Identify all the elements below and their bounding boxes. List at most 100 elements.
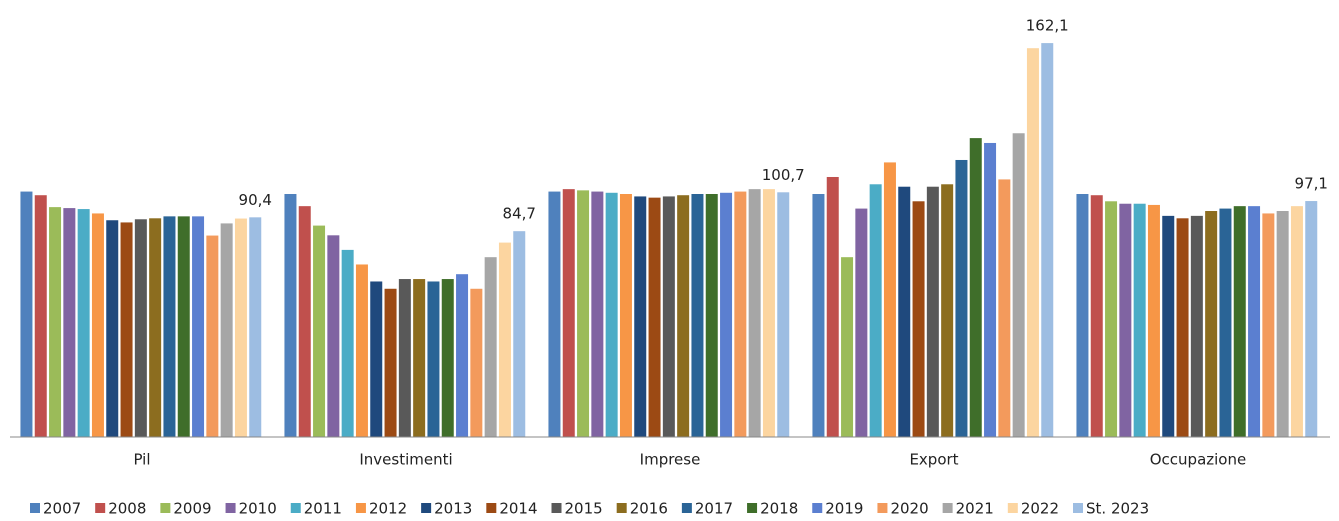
bar bbox=[220, 223, 233, 437]
bar bbox=[192, 216, 205, 437]
bar bbox=[1133, 203, 1146, 437]
bar bbox=[370, 281, 383, 437]
bar bbox=[313, 225, 326, 437]
legend-label: 2018 bbox=[760, 500, 798, 518]
legend-label: 2008 bbox=[108, 500, 146, 518]
legend-label: 2014 bbox=[499, 500, 537, 518]
bar bbox=[869, 184, 882, 437]
legend-label: St. 2023 bbox=[1086, 500, 1149, 518]
bar bbox=[498, 242, 511, 437]
legend-label: 2016 bbox=[630, 500, 668, 518]
bar bbox=[841, 257, 854, 437]
bar bbox=[677, 195, 690, 437]
legend-label: 2013 bbox=[434, 500, 472, 518]
x-tick-label: Imprese bbox=[640, 451, 701, 469]
bar bbox=[1290, 206, 1303, 437]
bar bbox=[926, 186, 939, 437]
bar bbox=[955, 159, 968, 438]
legend-label: 2010 bbox=[239, 500, 277, 518]
bar bbox=[163, 216, 176, 437]
legend-swatch bbox=[877, 503, 888, 513]
bar bbox=[398, 279, 411, 437]
bar bbox=[969, 138, 982, 438]
bar bbox=[720, 192, 733, 437]
bar bbox=[441, 279, 454, 437]
legend-label: 2019 bbox=[825, 500, 863, 518]
legend-label: 2011 bbox=[304, 500, 342, 518]
bar bbox=[120, 222, 133, 437]
bar bbox=[341, 249, 354, 437]
legend-swatch bbox=[747, 503, 758, 513]
bar bbox=[577, 190, 590, 437]
bar bbox=[1262, 213, 1275, 437]
bar bbox=[634, 196, 647, 437]
bar bbox=[1026, 48, 1039, 437]
bar bbox=[298, 206, 311, 437]
legend-label: 2022 bbox=[1021, 500, 1059, 518]
bar bbox=[912, 201, 925, 437]
legend-label: 2009 bbox=[173, 500, 211, 518]
bar bbox=[591, 191, 604, 437]
bar bbox=[484, 257, 497, 437]
bar bbox=[427, 281, 440, 437]
bar bbox=[998, 179, 1011, 438]
bar bbox=[456, 274, 469, 437]
legend-swatch bbox=[616, 503, 627, 513]
data-label: 90,4 bbox=[239, 191, 272, 209]
bar bbox=[284, 194, 297, 437]
bar bbox=[898, 186, 911, 437]
bar bbox=[734, 191, 747, 437]
bar bbox=[327, 235, 340, 437]
legend-label: 2015 bbox=[565, 500, 603, 518]
x-tick-label: Pil bbox=[133, 451, 150, 469]
bar bbox=[855, 208, 868, 437]
bar bbox=[1176, 218, 1189, 437]
bar bbox=[941, 184, 954, 437]
data-label: 100,7 bbox=[762, 166, 805, 184]
bar bbox=[1090, 195, 1103, 437]
bar bbox=[413, 279, 426, 437]
data-label: 84,7 bbox=[503, 205, 536, 223]
bar bbox=[1233, 206, 1246, 437]
bar bbox=[513, 231, 526, 437]
bar bbox=[77, 209, 90, 437]
legend-swatch bbox=[812, 503, 823, 513]
bar bbox=[762, 189, 775, 437]
legend-swatch bbox=[30, 503, 40, 513]
bar bbox=[384, 288, 397, 437]
bar bbox=[883, 162, 896, 437]
bar bbox=[1248, 206, 1261, 437]
bar bbox=[1119, 203, 1132, 437]
legend-swatch bbox=[355, 503, 366, 513]
bar bbox=[20, 191, 33, 437]
bar bbox=[648, 197, 661, 437]
bar bbox=[1219, 208, 1232, 437]
bar bbox=[1276, 211, 1289, 437]
legend-swatch bbox=[942, 503, 953, 513]
bar bbox=[177, 216, 190, 437]
bar bbox=[605, 192, 618, 437]
bar bbox=[826, 176, 839, 438]
data-label: 162,1 bbox=[1026, 17, 1069, 35]
bar bbox=[149, 218, 162, 437]
bar bbox=[470, 288, 483, 437]
legend-label: 2012 bbox=[369, 500, 407, 518]
bar bbox=[106, 220, 119, 437]
legend-swatch bbox=[1073, 503, 1083, 513]
data-label: 97,1 bbox=[1295, 175, 1328, 193]
bar bbox=[548, 191, 561, 437]
x-tick-label: Occupazione bbox=[1150, 451, 1246, 469]
bar bbox=[49, 207, 62, 437]
legend-label: 2007 bbox=[43, 500, 81, 518]
legend-swatch bbox=[1007, 503, 1018, 513]
bar bbox=[984, 142, 997, 437]
bar bbox=[619, 194, 632, 437]
bar bbox=[1041, 43, 1054, 438]
bar bbox=[1190, 215, 1203, 437]
bar bbox=[91, 213, 104, 437]
legend-swatch bbox=[681, 503, 692, 513]
legend-swatch bbox=[421, 503, 432, 513]
legend-swatch bbox=[160, 503, 171, 513]
bar bbox=[562, 189, 575, 437]
